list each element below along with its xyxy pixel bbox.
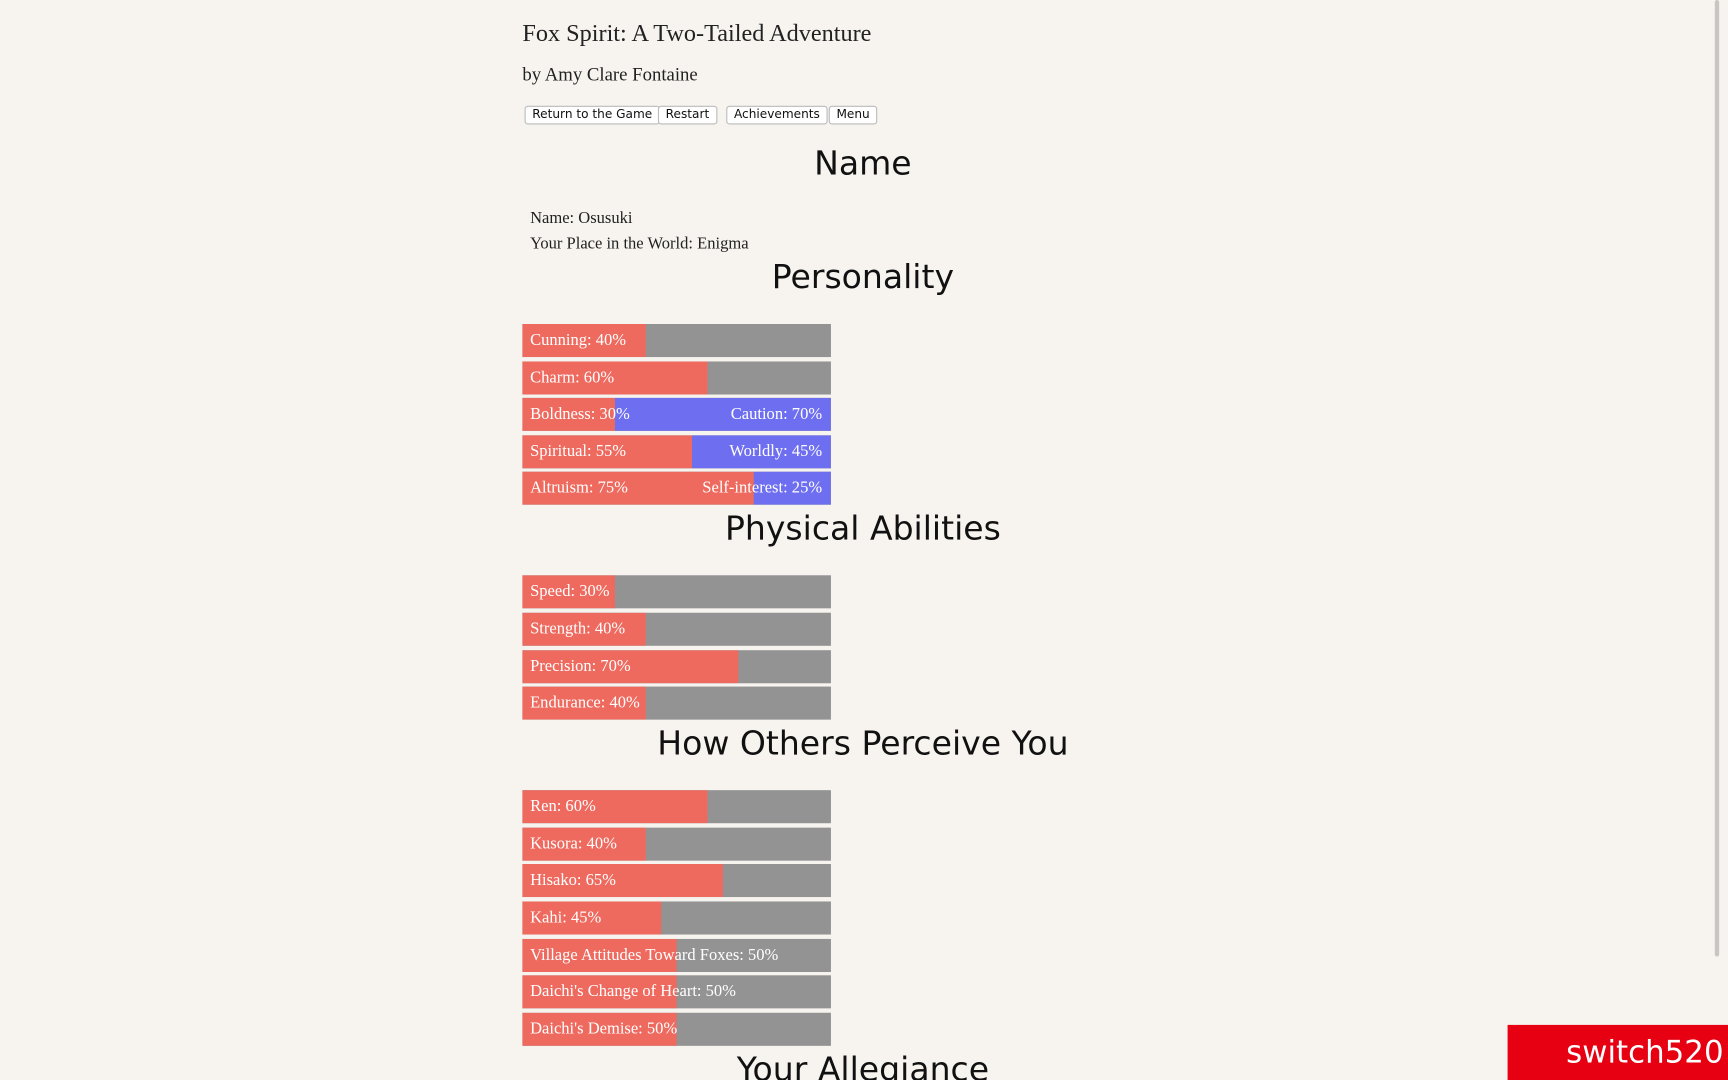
section-heading: Physical Abilities — [724, 510, 1001, 549]
stat-bar: Boldness: 30% Caution: 70% — [522, 398, 831, 432]
bar-label: Daichi's Change of Heart: 50% — [530, 983, 736, 1001]
section-heading: Your Allegiance — [736, 1050, 990, 1080]
bar-label: Cunning: 40% — [530, 331, 627, 350]
stat-bar: Village Attitudes Toward Foxes: 50% — [522, 938, 831, 972]
bar-label: Kusora: 40% — [530, 835, 617, 853]
bar-fill — [522, 361, 708, 395]
stat-bar: Kusora: 40% — [522, 827, 831, 861]
bar-label: Village Attitudes Toward Foxes: 50% — [530, 946, 779, 964]
bar-label: Kahi: 45% — [530, 909, 602, 927]
bar-fill — [522, 827, 646, 861]
bar-fill — [522, 649, 739, 683]
bar-label: Precision: 70% — [530, 657, 631, 676]
bar-opposed-fill — [692, 435, 831, 469]
stat-bar: Ren: 60% — [522, 790, 831, 824]
bar-opposed-fill — [614, 398, 831, 432]
bar-label: Daichi's Demise: 50% — [530, 1020, 678, 1038]
stat-text: Name: Osusuki — [530, 209, 633, 228]
menu-button[interactable]: Return to the Game — [524, 105, 660, 125]
section-heading: How Others Perceive You — [657, 724, 1069, 764]
bar-fill — [522, 1012, 677, 1046]
bar-label: Spiritual: 55% — [530, 442, 627, 461]
bar-fill — [522, 435, 693, 469]
stat-text: Your Place in the World: Enigma — [530, 235, 749, 253]
bar-label: Boldness: 30% — [530, 405, 630, 424]
bar-fill — [522, 323, 646, 358]
bar-opposed-fill — [753, 472, 831, 506]
watermark: switch520 — [1507, 1024, 1728, 1080]
bar-fill — [522, 975, 677, 1009]
bar-opposed-label: Worldly: 45% — [729, 442, 823, 461]
bar-fill — [522, 938, 677, 972]
stat-bar: Charm: 60% — [522, 361, 831, 395]
stat-bar: Altruism: 75% Self-interest: 25% — [522, 472, 831, 506]
stat-bar: Daichi's Demise: 50% — [522, 1012, 831, 1046]
stat-bar: Spiritual: 55% Worldly: 45% — [522, 435, 831, 469]
bar-fill — [522, 575, 615, 609]
section-heading: Personality — [771, 258, 955, 297]
stat-bar: Endurance: 40% — [522, 686, 831, 720]
author-byline: by Amy Clare Fontaine — [522, 63, 698, 85]
bar-fill — [522, 398, 615, 432]
bar-label: Charm: 60% — [530, 368, 615, 387]
bar-fill — [522, 901, 662, 935]
stat-bar: Cunning: 40% — [522, 323, 831, 358]
bar-fill — [522, 612, 646, 646]
section-heading: Name — [814, 144, 912, 184]
stat-bar: Kahi: 45% — [522, 901, 831, 935]
stat-bar: Speed: 30% — [522, 575, 831, 609]
stat-bar: Strength: 40% — [522, 612, 831, 646]
bar-opposed-label: Self-interest: 25% — [702, 479, 823, 498]
menu-button[interactable]: Achievements — [726, 105, 828, 125]
bar-fill — [522, 864, 723, 898]
bar-fill — [522, 686, 646, 720]
menu-button[interactable]: Restart — [657, 105, 717, 125]
bar-label: Altruism: 75% — [530, 479, 628, 498]
bar-label: Speed: 30% — [530, 583, 610, 602]
bar-label: Hisako: 65% — [530, 872, 616, 890]
bar-opposed-label: Caution: 70% — [730, 405, 823, 424]
bar-fill — [522, 790, 708, 824]
stat-bar: Daichi's Change of Heart: 50% — [522, 975, 831, 1009]
bar-label: Endurance: 40% — [530, 694, 640, 713]
menu-button[interactable]: Menu — [828, 105, 878, 125]
stat-bar: Precision: 70% — [522, 649, 831, 683]
scrollbar[interactable] — [1714, 0, 1720, 957]
stat-bar: Hisako: 65% — [522, 864, 831, 898]
bar-label: Strength: 40% — [530, 620, 626, 639]
game-title: Fox Spirit: A Two-Tailed Adventure — [522, 18, 872, 47]
bar-fill — [522, 472, 754, 506]
bar-label: Ren: 60% — [530, 798, 596, 816]
